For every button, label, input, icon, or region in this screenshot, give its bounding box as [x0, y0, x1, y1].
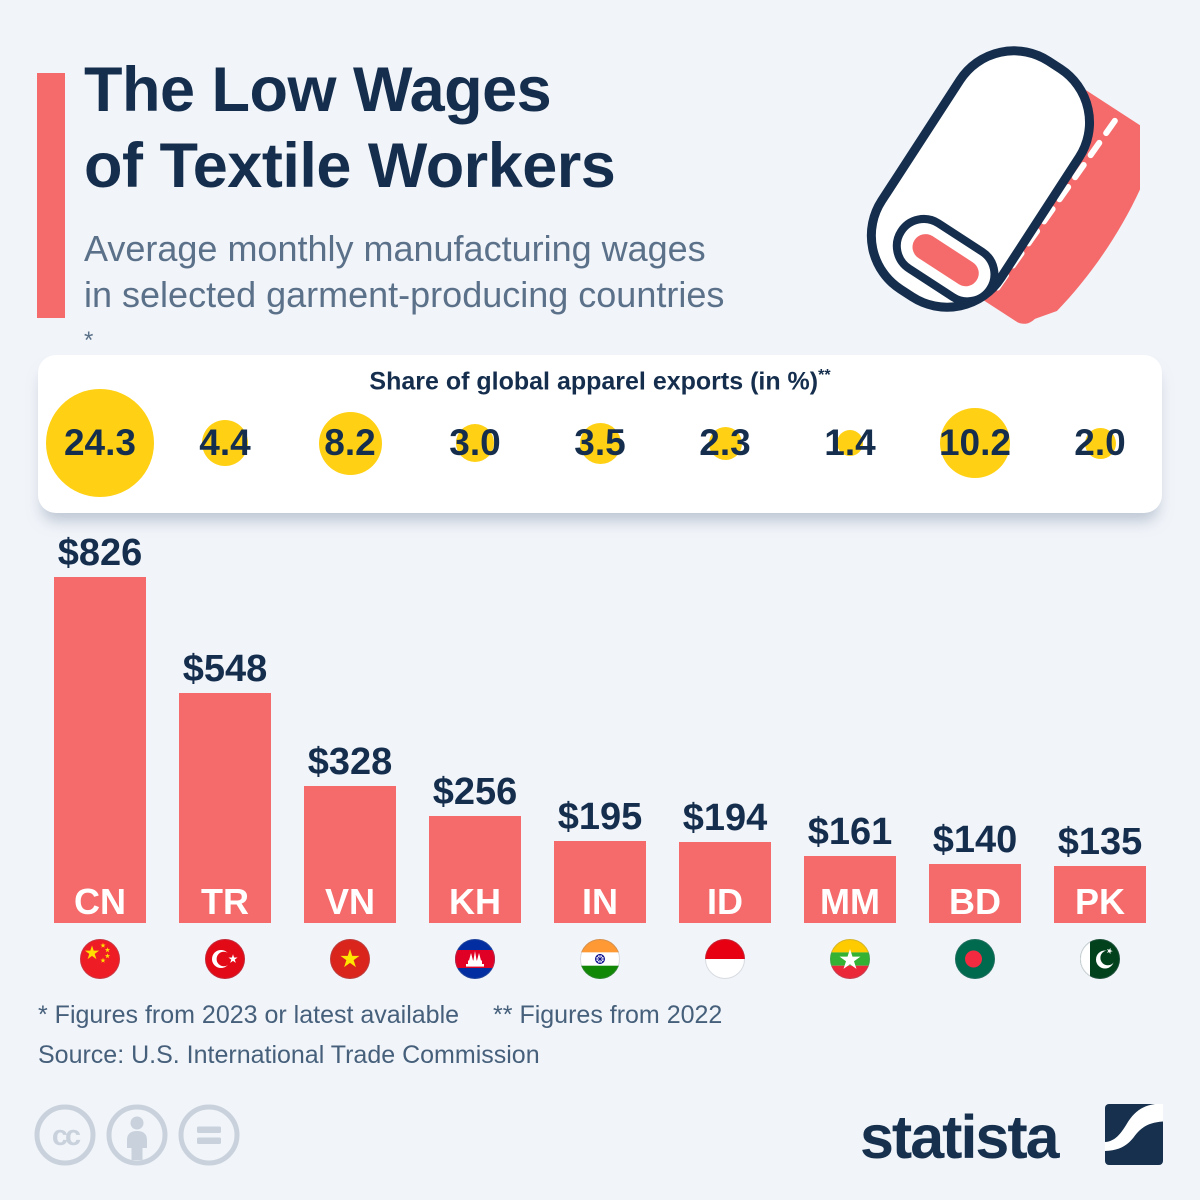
country-code-label: ID — [707, 881, 743, 922]
export-share-bubble — [708, 426, 742, 460]
export-share-value: 8.2 — [324, 422, 376, 463]
page-title: The Low Wages of Textile Workers — [84, 52, 616, 204]
textile-roll-icon — [866, 46, 1140, 324]
wage-bar-IN — [554, 841, 646, 923]
statista-logo-mark-icon — [1105, 1104, 1163, 1165]
country-code-label: KH — [449, 881, 501, 922]
statista-logo-text: statista — [860, 1103, 1060, 1171]
flag-india-icon — [580, 939, 620, 979]
wage-bar-ID — [679, 842, 771, 923]
flag-myanmar-icon — [830, 939, 870, 979]
country-code-label: CN — [74, 881, 126, 922]
footnote-double-asterisk: ** Figures from 2022 — [493, 1001, 723, 1029]
export-share-bubble — [579, 422, 621, 464]
export-share-value: 3.0 — [449, 422, 501, 463]
wage-value-label: $328 — [307, 741, 393, 783]
country-code-label: MM — [820, 881, 880, 922]
export-share-value: 2.0 — [1074, 422, 1126, 463]
footnote-asterisk: * Figures from 2023 or latest available — [38, 1001, 460, 1029]
wage-value-label: $161 — [807, 811, 893, 853]
page-subtitle: Average monthly manufacturing wages in s… — [84, 226, 724, 372]
export-share-value: 1.4 — [824, 422, 876, 463]
flag-cambodia-icon — [455, 939, 495, 979]
export-share-value: 24.3 — [63, 422, 136, 463]
flag-vietnam-icon — [330, 939, 370, 979]
export-share-value: 4.4 — [199, 422, 251, 463]
export-share-bubble — [202, 420, 248, 466]
wage-bar-PK — [1054, 866, 1146, 923]
export-share-bubble — [46, 389, 154, 497]
export-share-value: 10.2 — [938, 422, 1011, 463]
flag-pakistan-icon — [1080, 939, 1120, 979]
license-icons: cc — [33, 1103, 241, 1167]
export-share-panel-title: Share of global apparel exports (in %)** — [369, 367, 831, 396]
wage-value-label: $135 — [1057, 821, 1143, 863]
wage-bar-CN — [54, 577, 146, 923]
export-share-bubble — [1084, 427, 1116, 459]
subtitle-line-1: Average monthly manufacturing wages — [84, 228, 706, 269]
wage-value-label: $195 — [557, 796, 643, 838]
flag-china-icon — [80, 939, 120, 979]
title-line-1: The Low Wages — [84, 55, 552, 125]
title-accent-bar — [37, 73, 65, 318]
export-share-value: 2.3 — [699, 422, 751, 463]
wage-value-label: $548 — [182, 648, 268, 690]
wage-value-label: $256 — [432, 771, 518, 813]
country-code-label: VN — [324, 881, 375, 922]
title-line-2: of Textile Workers — [84, 131, 616, 201]
country-code-label: TR — [201, 881, 249, 922]
subtitle-line-2: in selected garment-producing countries * — [84, 274, 725, 354]
country-code-label: BD — [949, 881, 1001, 922]
export-share-bubble — [456, 424, 494, 462]
export-share-bubble — [837, 430, 863, 456]
flag-bangladesh-icon — [955, 939, 995, 979]
flag-indonesia-icon — [705, 939, 745, 979]
svg-text:cc: cc — [52, 1120, 81, 1152]
country-code-label: PK — [1074, 881, 1125, 922]
wage-value-label: $140 — [932, 819, 1018, 861]
subtitle-footnote-marker: * — [84, 327, 94, 354]
export-share-bubble — [940, 408, 1010, 478]
wage-bar-MM — [804, 856, 896, 923]
attribution-person-icon — [106, 1104, 168, 1166]
wage-bar-VN — [304, 786, 396, 923]
flag-turkey-icon — [205, 939, 245, 979]
wage-bar-BD — [929, 864, 1021, 923]
export-share-panel: Share of global apparel exports (in %)**… — [38, 355, 1162, 513]
wage-bar-KH — [429, 816, 521, 923]
wage-value-label: $194 — [682, 797, 768, 839]
export-share-value: 3.5 — [574, 422, 626, 463]
cc-icon: cc — [34, 1104, 96, 1166]
export-share-bubble — [318, 411, 382, 475]
source-text: Source: U.S. International Trade Commiss… — [38, 1041, 540, 1069]
equals-icon — [178, 1104, 240, 1166]
country-code-label: IN — [582, 881, 618, 922]
footnote-row: * Figures from 2023 or latest available *… — [38, 1001, 722, 1030]
panel-footnote-marker: ** — [818, 367, 831, 384]
wage-bar-TR — [179, 693, 271, 923]
wage-value-label: $826 — [57, 532, 143, 574]
